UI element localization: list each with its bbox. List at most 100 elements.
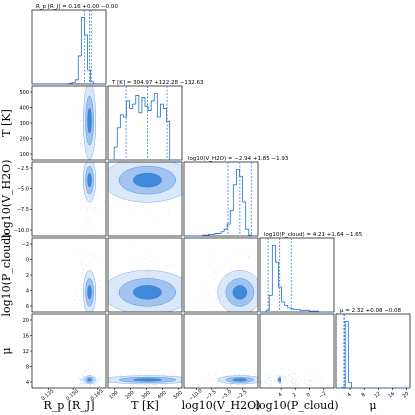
sample-point [95, 303, 96, 304]
contour-level [232, 378, 248, 382]
sample-point [79, 378, 81, 380]
sample-point [155, 373, 157, 375]
panel-H2O-Pcloud [183, 237, 270, 313]
sample-point [50, 386, 51, 387]
x-axis-label: μ [369, 399, 376, 412]
sample-point [82, 183, 84, 185]
sample-point [133, 261, 135, 263]
sample-point [82, 284, 83, 286]
sample-point [204, 291, 205, 292]
sample-point [114, 372, 115, 374]
y-tick-label: 16 [23, 333, 29, 339]
sample-point [267, 381, 269, 382]
hist-Pcloud: log10(P_cloud) = 4.21 +1.64 −1.65 [259, 232, 363, 313]
panel-T-Pcloud [80, 237, 209, 314]
sample-point [215, 271, 216, 272]
sample-point [294, 380, 296, 382]
sample-point [288, 374, 289, 376]
sample-point [168, 210, 170, 212]
sample-point [210, 377, 212, 378]
sample-point [313, 382, 315, 383]
y-tick-label: 2 [26, 273, 29, 279]
hist-title: T [K] = 304.97 +122.28 −132.63 [111, 80, 204, 86]
sample-point [111, 382, 113, 384]
sample-point [77, 250, 79, 252]
sample-point [94, 143, 96, 145]
sample-point [82, 373, 83, 375]
sample-point [89, 202, 91, 204]
sample-point [268, 377, 270, 379]
sample-point [165, 148, 166, 149]
y-axis-label: μ [0, 347, 13, 354]
sample-point [87, 223, 88, 224]
sample-point [211, 377, 213, 379]
sample-point [197, 285, 198, 286]
sample-point [187, 378, 188, 379]
sample-point [104, 309, 105, 310]
sample-point [98, 182, 100, 184]
hist-frame [335, 313, 411, 389]
sample-point [82, 377, 84, 378]
sample-point [207, 293, 209, 295]
y-tick-label: 20 [23, 318, 29, 324]
sample-point [94, 213, 96, 214]
sample-point [208, 296, 209, 297]
sample-point [78, 383, 80, 385]
sample-point [87, 161, 88, 162]
sample-point [260, 383, 262, 384]
sample-point [88, 366, 90, 368]
sample-point [296, 378, 297, 380]
sample-point [245, 384, 247, 386]
sample-point [216, 298, 218, 300]
sample-point [267, 382, 268, 383]
sample-point [223, 143, 224, 144]
sample-point [193, 184, 194, 185]
y-tick-label: 12 [23, 349, 29, 355]
sample-point [96, 262, 98, 264]
sample-point [256, 375, 257, 376]
hist-mu: μ = 2.32 +0.08 −0.08 [335, 308, 411, 389]
hist-frame [31, 9, 107, 85]
sample-point [180, 370, 181, 371]
sample-point [83, 87, 85, 89]
sample-point [74, 188, 75, 189]
sample-point [94, 208, 96, 210]
sample-point [80, 300, 81, 301]
sample-point [236, 369, 238, 371]
sample-point [269, 383, 271, 385]
sample-point [95, 187, 97, 189]
sample-point [189, 281, 190, 282]
sample-point [73, 386, 75, 387]
sample-point [144, 251, 145, 253]
panel-frame [107, 313, 183, 389]
sample-point [174, 265, 175, 267]
sample-point [108, 142, 109, 143]
sample-point [99, 182, 100, 183]
sample-point [303, 381, 305, 383]
sample-point [235, 371, 237, 372]
sample-point [98, 185, 100, 186]
sample-point [80, 385, 82, 386]
sample-point [105, 178, 106, 179]
sample-point [84, 44, 85, 45]
sample-point [283, 378, 284, 380]
panel-H2O-mu [180, 313, 272, 389]
sample-point [107, 202, 108, 203]
sample-point [188, 303, 189, 304]
sample-point [79, 143, 80, 144]
sample-point [101, 376, 103, 377]
sample-point [214, 374, 216, 375]
hist-frame [183, 161, 259, 237]
sample-point [80, 192, 82, 194]
sample-point [91, 316, 92, 317]
sample-point [98, 170, 99, 171]
sample-point [183, 385, 184, 386]
sample-point [269, 283, 270, 284]
sample-point [283, 374, 284, 375]
sample-point [271, 381, 272, 382]
x-tick-label: 100 [108, 390, 119, 401]
sample-point [126, 313, 127, 314]
sample-point [149, 261, 151, 263]
sample-point [128, 137, 129, 138]
